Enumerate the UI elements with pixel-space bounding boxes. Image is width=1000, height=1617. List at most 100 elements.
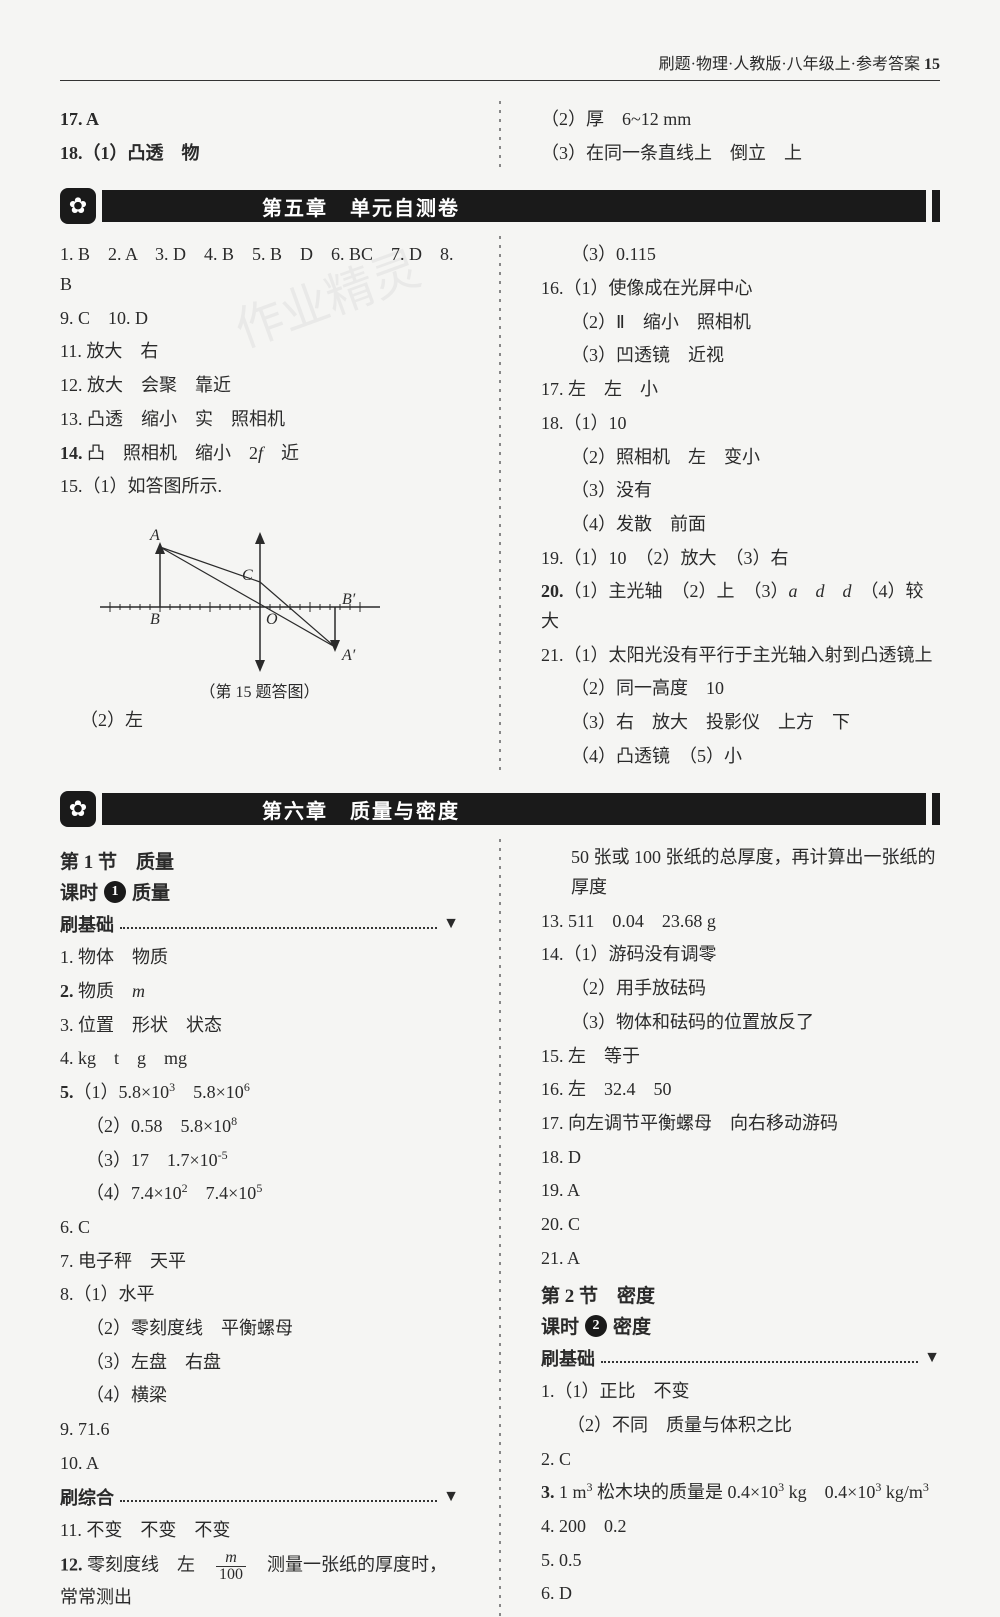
- d3: 3. 1 m3 松木块的质量是 0.4×103 kg 0.4×103 kg/m3: [541, 1478, 940, 1508]
- chapter6-bar: ✿ 第六章 质量与密度: [60, 791, 940, 827]
- r14-2: （2）用手放砝码: [571, 974, 940, 1004]
- ch5-mc2: 9. C 10. D: [60, 304, 459, 334]
- page-number: 15: [924, 56, 940, 73]
- l2: 2. 物质 m: [60, 977, 459, 1007]
- sec1-title: 第 1 节 质量: [60, 847, 459, 874]
- r18-4: （4）发散 前面: [571, 510, 940, 540]
- q15-diagram: A B C O B′ A′: [90, 512, 390, 672]
- r21-3: （3）右 放大 投影仪 上方 下: [571, 708, 940, 738]
- r12c: 50 张或 100 张纸的总厚度，再计算出一张纸的厚度: [571, 843, 940, 902]
- l5-3: （3）17 1.7×10-5: [86, 1146, 459, 1176]
- keshi2-badge: 2: [585, 1315, 607, 1337]
- ch6-left: 第 1 节 质量 课时 1 质量 刷基础 ▼ 1. 物体 物质 2. 物质 m …: [60, 839, 469, 1616]
- header-text: 刷题·物理·人教版·八年级上·参考答案: [659, 56, 920, 73]
- keshi2: 课时 2 密度: [541, 1312, 940, 1339]
- r19b: 19. A: [541, 1176, 940, 1206]
- r15: 15. 左 等于: [541, 1042, 940, 1072]
- ch5-mc1: 1. B 2. A 3. D 4. B 5. B D 6. BC 7. D 8.…: [60, 240, 459, 299]
- ch5-l12: 12. 放大 会聚 靠近: [60, 371, 459, 401]
- ch5-right: （3）0.115 16.（1）使像成在光屏中心 （2）Ⅱ 缩小 照相机 （3）凹…: [531, 236, 940, 775]
- q15-caption: （第 15 题答图）: [60, 678, 459, 702]
- l12: 12. 零刻度线 左 m100 测量一张纸的厚度时，常常测出: [60, 1550, 459, 1613]
- item-18: 18.（1）凸透 物: [60, 143, 200, 163]
- arrow-icon: ▼: [443, 915, 459, 933]
- svg-text:C: C: [242, 567, 253, 584]
- l1: 1. 物体 物质: [60, 943, 459, 973]
- item-17: 17. A: [60, 109, 99, 129]
- ch6-content: 第 1 节 质量 课时 1 质量 刷基础 ▼ 1. 物体 物质 2. 物质 m …: [60, 839, 940, 1616]
- ch5-l11: 11. 放大 右: [60, 337, 459, 367]
- l5-1: 5.（1）5.8×103 5.8×106: [60, 1078, 459, 1108]
- r18-2: （2）照相机 左 变小: [571, 443, 940, 473]
- r17b: 17. 向左调节平衡螺母 向右移动游码: [541, 1109, 940, 1139]
- top-left-col: 17. A 18.（1）凸透 物: [60, 101, 469, 172]
- dots3: [601, 1353, 918, 1363]
- r14-1: 14.（1）游码没有调零: [541, 940, 940, 970]
- keshi1-badge: 1: [104, 881, 126, 903]
- r21-4: （4）凸透镜 （5）小: [571, 742, 940, 772]
- r18b: 18. D: [541, 1143, 940, 1173]
- bar-end: [932, 190, 940, 222]
- l8-1: 8.（1）水平: [60, 1280, 459, 1310]
- ch5-divider: [499, 236, 501, 775]
- r21b: 21. A: [541, 1244, 940, 1274]
- d1-2: （2）不同 质量与体积之比: [567, 1411, 940, 1441]
- dots: [120, 919, 437, 929]
- l8-2: （2）零刻度线 平衡螺母: [86, 1314, 459, 1344]
- r17: 17. 左 左 小: [541, 375, 940, 405]
- arrow-icon2: ▼: [443, 1488, 459, 1506]
- d4: 4. 200 0.2: [541, 1512, 940, 1542]
- d2: 2. C: [541, 1445, 940, 1475]
- keshi1-text: 课时: [60, 878, 98, 905]
- r20: 20.（1）主光轴 （2）上 （3）a d d （4）较大: [541, 577, 940, 636]
- r21-1: 21.（1）太阳光没有平行于主光轴入射到凸透镜上: [541, 641, 940, 671]
- shuajichu2-bar: 刷基础 ▼: [541, 1345, 940, 1371]
- r20b: 20. C: [541, 1210, 940, 1240]
- ch5-l14: 14. 凸 照相机 缩小 2f 近: [60, 439, 459, 469]
- r18-3: （3）没有: [571, 476, 940, 506]
- top-right-col: （2）厚 6~12 mm （3）在同一条直线上 倒立 上: [531, 101, 940, 172]
- ch6-right: 50 张或 100 张纸的总厚度，再计算出一张纸的厚度 13. 511 0.04…: [531, 839, 940, 1616]
- l6: 6. C: [60, 1213, 459, 1243]
- svg-text:O: O: [266, 611, 278, 628]
- d5: 5. 0.5: [541, 1546, 940, 1576]
- top-block: 17. A 18.（1）凸透 物 （2）厚 6~12 mm （3）在同一条直线上…: [60, 101, 940, 172]
- ch6-divider: [499, 839, 501, 1616]
- ch5-l15-2: （2）左: [80, 706, 459, 736]
- l4: 4. kg t g mg: [60, 1044, 459, 1074]
- ch5-content: 1. B 2. A 3. D 4. B 5. B D 6. BC 7. D 8.…: [60, 236, 940, 775]
- item-18-3: （3）在同一条直线上 倒立 上: [541, 139, 940, 169]
- r14-3: （3）物体和砝码的位置放反了: [571, 1008, 940, 1038]
- d1-1: 1.（1）正比 不变: [541, 1377, 940, 1407]
- shuajichu-bar: 刷基础 ▼: [60, 911, 459, 937]
- svg-text:A′: A′: [341, 647, 356, 664]
- l10: 10. A: [60, 1449, 459, 1479]
- l7: 7. 电子秤 天平: [60, 1247, 459, 1277]
- item-18-2: （2）厚 6~12 mm: [541, 105, 940, 135]
- chapter5-bar: ✿ 第五章 单元自测卷: [60, 188, 940, 224]
- column-divider: [499, 101, 501, 172]
- l5-2: （2）0.58 5.8×108: [86, 1112, 459, 1142]
- d6: 6. D: [541, 1579, 940, 1609]
- svg-text:A: A: [149, 527, 160, 544]
- l8-3: （3）左盘 右盘: [86, 1348, 459, 1378]
- bar-end2: [932, 793, 940, 825]
- keshi2-label: 密度: [613, 1312, 651, 1339]
- l9: 9. 71.6: [60, 1415, 459, 1445]
- keshi1-label: 质量: [132, 878, 170, 905]
- shuazonghe-label: 刷综合: [60, 1484, 114, 1510]
- svg-text:B: B: [150, 611, 160, 628]
- arrow-icon3: ▼: [924, 1349, 940, 1367]
- sec2-title: 第 2 节 密度: [541, 1281, 940, 1308]
- r16-3: （3）凹透镜 近视: [571, 341, 940, 371]
- page-header: 刷题·物理·人教版·八年级上·参考答案 15: [60, 50, 940, 81]
- ch5-left: 1. B 2. A 3. D 4. B 5. B D 6. BC 7. D 8.…: [60, 236, 469, 775]
- l11: 11. 不变 不变 不变: [60, 1516, 459, 1546]
- r15-3: （3）0.115: [571, 240, 940, 270]
- chapter-icon: ✿: [60, 188, 96, 224]
- shuazonghe-bar: 刷综合 ▼: [60, 1484, 459, 1510]
- chapter6-title: 第六章 质量与密度: [102, 793, 926, 825]
- keshi1: 课时 1 质量: [60, 878, 459, 905]
- r16-1: 16.（1）使像成在光屏中心: [541, 274, 940, 304]
- dots2: [120, 1492, 437, 1502]
